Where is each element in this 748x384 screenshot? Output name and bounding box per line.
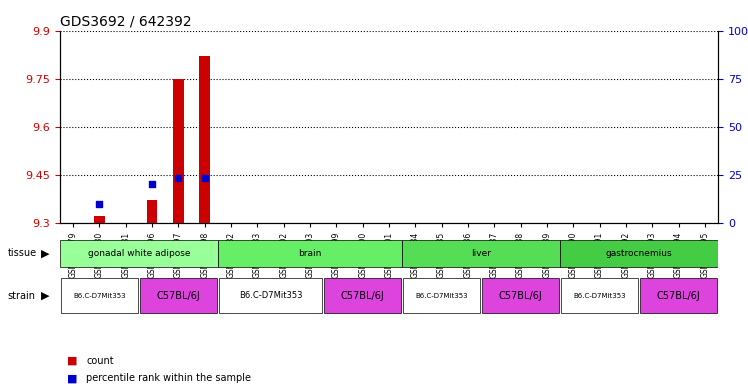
Text: C57BL/6J: C57BL/6J — [499, 291, 542, 301]
Bar — [147, 200, 157, 223]
Text: gonadal white adipose: gonadal white adipose — [88, 249, 190, 258]
Text: ▶: ▶ — [41, 248, 49, 258]
Text: ▶: ▶ — [41, 291, 49, 301]
Text: GDS3692 / 642392: GDS3692 / 642392 — [60, 14, 191, 28]
Text: percentile rank within the sample: percentile rank within the sample — [86, 373, 251, 383]
Bar — [61, 278, 138, 313]
Bar — [402, 240, 560, 267]
Text: count: count — [86, 356, 114, 366]
Text: strain: strain — [7, 291, 35, 301]
Bar — [173, 79, 183, 223]
Text: ■: ■ — [67, 356, 78, 366]
Text: brain: brain — [298, 249, 322, 258]
Point — [94, 200, 105, 207]
Bar — [403, 278, 479, 313]
Bar — [60, 240, 218, 267]
Bar — [562, 278, 638, 313]
Text: B6.C-D7Mit353: B6.C-D7Mit353 — [239, 291, 302, 300]
Bar — [640, 278, 717, 313]
Text: gastrocnemius: gastrocnemius — [606, 249, 672, 258]
Text: B6.C-D7Mit353: B6.C-D7Mit353 — [573, 293, 626, 299]
Bar — [218, 240, 402, 267]
Text: tissue: tissue — [7, 248, 37, 258]
Text: C57BL/6J: C57BL/6J — [341, 291, 384, 301]
Text: ■: ■ — [67, 373, 78, 383]
Text: liver: liver — [471, 249, 491, 258]
Text: C57BL/6J: C57BL/6J — [657, 291, 700, 301]
Bar — [140, 278, 216, 313]
Bar — [219, 278, 322, 313]
Bar — [482, 278, 559, 313]
Bar — [200, 56, 210, 223]
Bar — [94, 216, 105, 223]
Point — [199, 175, 211, 181]
Text: C57BL/6J: C57BL/6J — [156, 291, 200, 301]
Text: B6.C-D7Mit353: B6.C-D7Mit353 — [73, 293, 126, 299]
Bar — [325, 278, 401, 313]
Text: B6.C-D7Mit353: B6.C-D7Mit353 — [415, 293, 468, 299]
Point — [146, 181, 158, 187]
Bar — [560, 240, 718, 267]
Point — [172, 175, 184, 181]
